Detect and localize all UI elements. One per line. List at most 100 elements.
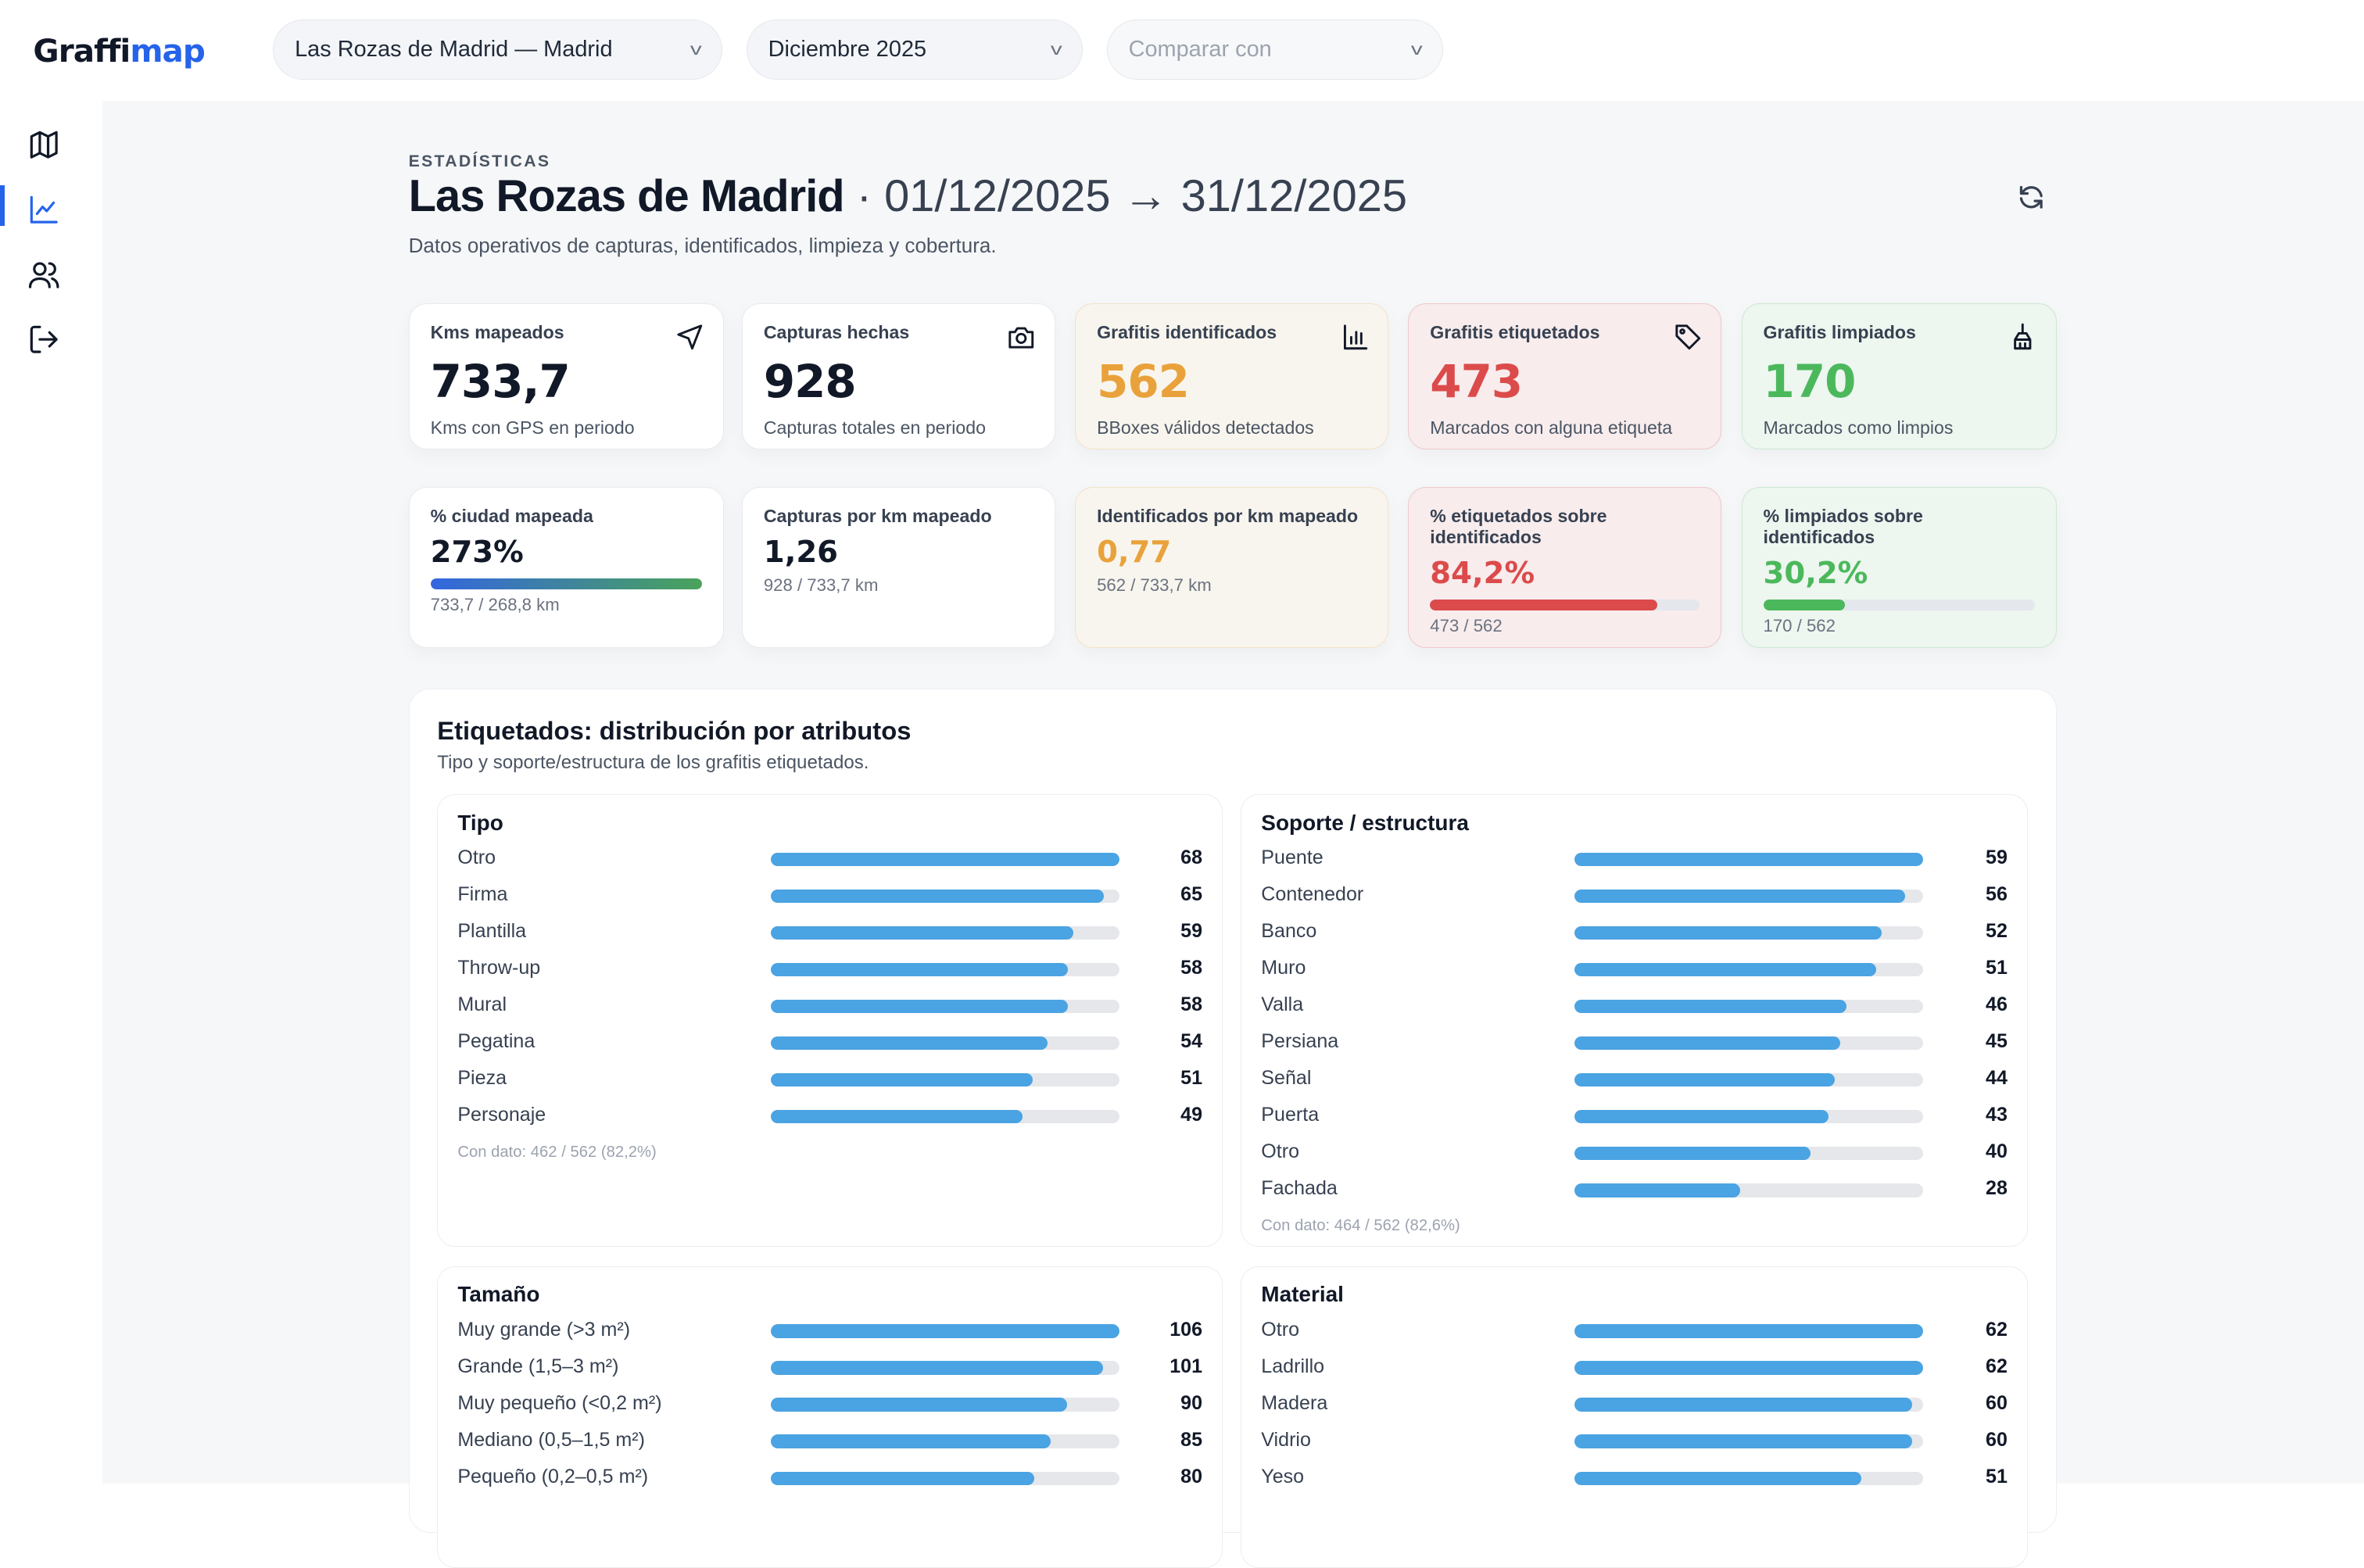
ratio-label: Capturas por km mapeado [763,506,992,527]
attribute-label: Otro [1261,1318,1300,1341]
attribute-count: 44 [1986,1067,2008,1090]
chart-line-icon[interactable] [27,193,60,226]
attribute-row: Muro 51 [1261,954,2008,984]
attribute-bar-track [771,1036,1119,1051]
kpi-caption: Kms con GPS en periodo [430,417,635,438]
attribute-bar [1574,889,1906,904]
progress-fill [1763,600,1846,610]
attribute-row: Yeso 51 [1261,1462,2008,1493]
ratio-detail: 928 / 733,7 km [763,575,879,596]
kpi-value: 562 [1097,355,1190,409]
kpi-label: Kms mapeados [430,321,564,342]
period-select[interactable]: Diciembre 2025 v [746,20,1083,81]
attribute-bar [771,1110,1023,1124]
page-title-city: Las Rozas de Madrid [408,170,845,221]
attribute-row: Throw-up 58 [457,954,1202,984]
attribute-bar [771,852,1119,866]
kpi-card-3: Grafitis etiquetados 473 Marcados con al… [1408,303,1722,449]
attribute-count: 28 [1986,1177,2008,1200]
attribute-group-title: Soporte / estructura [1261,810,1469,835]
attribute-bar [1574,1324,1923,1338]
compare-select[interactable]: Comparar con v [1106,20,1443,81]
attribute-count: 46 [1986,993,2008,1016]
kpi-card-4: Grafitis limpiados 170 Marcados como lim… [1741,303,2057,449]
kpi-card-2: Grafitis identificados 562 BBoxes válido… [1075,303,1389,449]
attribute-row: Grande (1,5–3 m²) 101 [457,1352,1202,1383]
attribute-bar [1574,1471,1861,1485]
broom-icon [2014,323,2032,349]
attribute-label: Puerta [1261,1104,1320,1126]
ratio-detail: 473 / 562 [1430,616,1503,636]
ratio-detail: 733,7 / 268,8 km [430,595,560,615]
attribute-label: Yeso [1261,1465,1305,1487]
attribute-bar [1574,925,1882,940]
attributes-subtitle: Tipo y soporte/estructura de los grafiti… [437,752,869,774]
attribute-bar [771,1036,1048,1051]
attribute-row: Contenedor 56 [1261,880,2008,911]
attribute-label: Ladrillo [1261,1355,1325,1377]
attribute-row: Madera 60 [1261,1389,2008,1419]
attribute-bar [771,925,1074,940]
attribute-row: Persiana 45 [1261,1027,2008,1058]
kpi-caption: BBoxes válidos detectados [1097,417,1314,438]
kpi-card-1: Capturas hechas 928 Capturas totales en … [741,303,1055,449]
kpi-caption: Capturas totales en periodo [763,417,986,438]
progress-bar [1430,600,1700,610]
attribute-label: Otro [457,846,496,868]
attribute-bar-track [771,925,1119,940]
attribute-row: Mediano (0,5–1,5 m²) 85 [457,1426,1202,1456]
compare-select-placeholder: Comparar con [1128,37,1272,63]
attribute-bar [771,962,1069,977]
attribute-label: Mediano (0,5–1,5 m²) [457,1428,645,1451]
attribute-bar-track [771,1324,1119,1338]
refresh-icon[interactable] [2016,182,2047,213]
ratio-value: 1,26 [763,534,839,570]
attribute-label: Otro [1261,1140,1300,1163]
attribute-count: 101 [1169,1355,1203,1377]
attribute-row: Señal 44 [1261,1064,2008,1094]
kpi-value: 733,7 [430,355,571,409]
attribute-label: Señal [1261,1067,1312,1090]
chevron-down-icon: v [1050,40,1062,59]
attribute-row: Otro 62 [1261,1316,2008,1346]
attribute-count: 59 [1986,846,2008,868]
attribute-group-0: Tipo Otro 68 Firma 65 Plantilla 59 Throw… [437,794,1223,1247]
attribute-label: Grande (1,5–3 m²) [457,1355,619,1377]
attribute-bar [1574,1361,1923,1375]
attribute-bar-track [1574,1110,1923,1124]
city-select[interactable]: Las Rozas de Madrid — Madrid v [273,20,722,81]
kpi-caption: Marcados con alguna etiqueta [1430,417,1673,438]
attribute-bar-track [771,852,1119,866]
period-select-value: Diciembre 2025 [768,37,927,63]
map-icon[interactable] [27,128,60,161]
attribute-count: 54 [1180,1030,1203,1053]
logo[interactable]: Graffimap [33,32,205,70]
attribute-label: Puente [1261,846,1323,868]
attribute-group-title: Material [1261,1282,1344,1307]
attribute-bar-track [771,889,1119,904]
attribute-bar-track [771,1398,1119,1412]
attribute-row: Plantilla 59 [457,917,1202,947]
users-icon[interactable] [27,258,60,291]
attribute-bar-track [1574,852,1923,866]
coverage-note: Con dato: 462 / 562 (82,2%) [457,1144,657,1162]
kpi-value: 473 [1430,355,1523,409]
attribute-bar-track [1574,962,1923,977]
attribute-count: 60 [1986,1391,2008,1414]
logout-icon[interactable] [27,323,60,356]
ratio-card-1: Capturas por km mapeado 1,26 928 / 733,7… [741,486,1055,649]
kpi-label: Grafitis identificados [1097,321,1277,342]
attribute-group-3: Material Otro 62 Ladrillo 62 Madera 60 V… [1241,1266,2028,1568]
attribute-bar [771,889,1105,904]
attribute-bar-track [1574,1072,1923,1087]
bar-chart-icon [1343,324,1367,349]
attribute-row: Personaje 49 [457,1101,1202,1131]
ratio-value: 84,2% [1430,555,1535,591]
chevron-down-icon: v [690,40,702,59]
attribute-bar-track [1574,1361,1923,1375]
ratio-card-4: % limpiados sobre identificados 30,2% 17… [1741,486,2057,649]
attribute-label: Persiana [1261,1030,1339,1053]
attribute-group-title: Tamaño [457,1282,540,1307]
attribute-group-2: Tamaño Muy grande (>3 m²) 106 Grande (1,… [437,1266,1223,1568]
attribute-label: Pegatina [457,1030,535,1053]
